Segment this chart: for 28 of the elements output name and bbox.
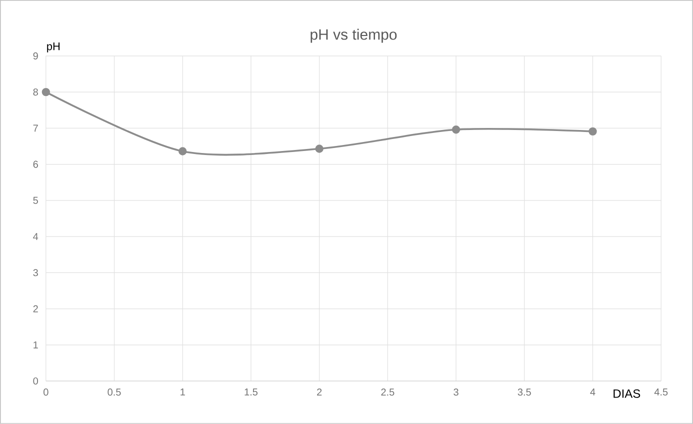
x-axis-title: DIAS: [614, 389, 640, 398]
y-tick-label: 4: [33, 233, 38, 240]
y-axis-title: pH: [47, 42, 60, 52]
y-tick-label: 5: [33, 196, 38, 204]
point: [178, 147, 187, 156]
x-tick-label: 4.5: [654, 388, 668, 396]
x-tick-label: 1: [180, 388, 185, 396]
y-tick-label: 7: [33, 124, 38, 132]
x-tick-label: 3: [454, 388, 458, 396]
y-tick-label: 1: [34, 341, 38, 348]
y-tick-label: 0: [33, 378, 38, 385]
x-tick-label: 3.5: [518, 388, 531, 396]
x-tick-label: 0: [44, 388, 48, 396]
y-tick-label: 9: [33, 52, 38, 60]
y-tick-label: 6: [33, 160, 38, 168]
x-tick-label: 0.5: [108, 388, 121, 396]
x-tick-label: 2: [317, 388, 322, 396]
point: [42, 88, 50, 96]
x-tick-label: 2.5: [381, 388, 394, 396]
chart-title: pH vs tiempo: [310, 28, 397, 43]
point: [315, 144, 324, 153]
x-tick-label: 1.5: [244, 388, 258, 396]
point: [588, 127, 597, 136]
y-tick-label: 8: [33, 88, 38, 96]
point: [452, 126, 460, 134]
y-tick-label: 2: [33, 305, 38, 312]
y-tick-label: 3: [33, 269, 38, 276]
x-tick-label: 4: [590, 388, 596, 396]
